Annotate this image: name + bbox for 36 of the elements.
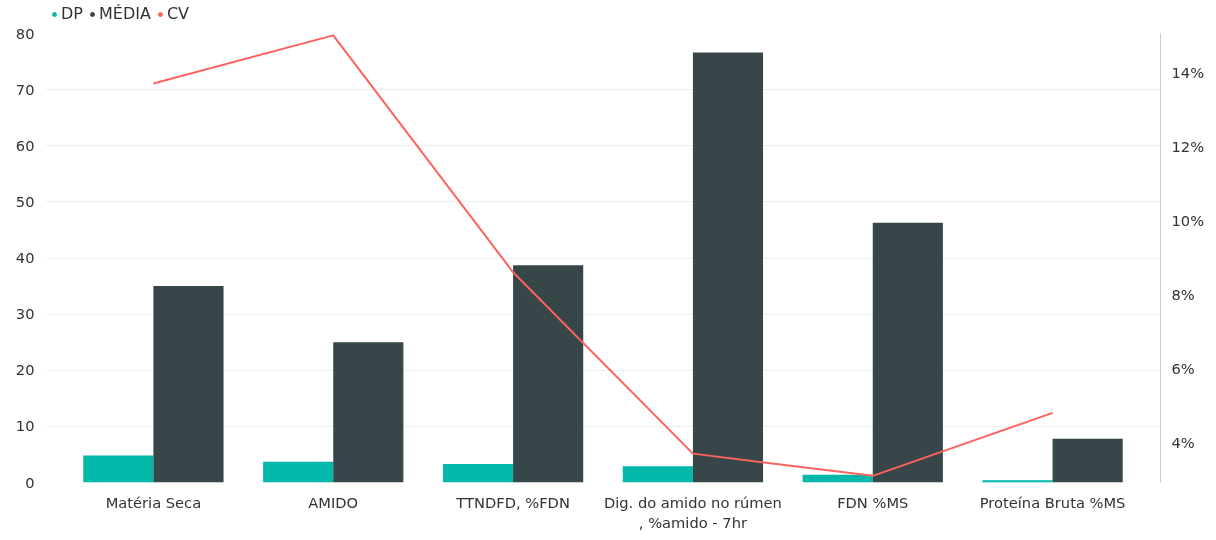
bar — [872, 222, 943, 483]
bar — [982, 480, 1053, 483]
bar — [622, 466, 693, 483]
y-tick-label: 40 — [15, 249, 35, 266]
bar — [513, 265, 584, 483]
bar — [442, 463, 514, 483]
legend-label: DP — [61, 4, 83, 23]
bar — [333, 342, 404, 483]
y-tick-label: 70 — [15, 80, 35, 98]
x-tick-label: FDN %MS — [837, 493, 909, 511]
legend-label: CV — [166, 4, 189, 23]
y-tick-label: 60 — [15, 136, 35, 154]
line-series — [152, 34, 1054, 477]
x-tick-label: AMIDO — [308, 493, 359, 511]
y2-tick-label: 4% — [1171, 434, 1195, 452]
y-tick-label: 80 — [15, 24, 35, 42]
y-tick-label: 30 — [15, 305, 35, 323]
x-tick-label: Dig. do amido no rúmen , %amido - 7hr — [603, 493, 782, 531]
bar — [1052, 438, 1123, 483]
y-tick-label: 10 — [15, 417, 35, 435]
x-tick-label: TTNDFD, %FDN — [455, 493, 570, 511]
y2-tick-label: 8% — [1171, 285, 1195, 303]
bar — [83, 455, 154, 483]
x-tick-label: Proteína Bruta %MS — [979, 493, 1126, 511]
y-tick-label: 0 — [25, 473, 35, 491]
y-tick-label: 50 — [15, 192, 35, 210]
y2-tick-label: 6% — [1171, 359, 1195, 377]
y2-tick-label: 14% — [1171, 63, 1205, 81]
legend-label: MÉDIA — [98, 4, 151, 23]
bar — [692, 52, 764, 483]
bar — [153, 286, 224, 483]
bar — [263, 461, 334, 483]
x-tick-label: Matéria Seca — [105, 493, 202, 511]
y-tick-label: 20 — [15, 361, 35, 379]
y2-tick-label: 10% — [1171, 211, 1205, 229]
y2-tick-label: 12% — [1171, 137, 1205, 155]
